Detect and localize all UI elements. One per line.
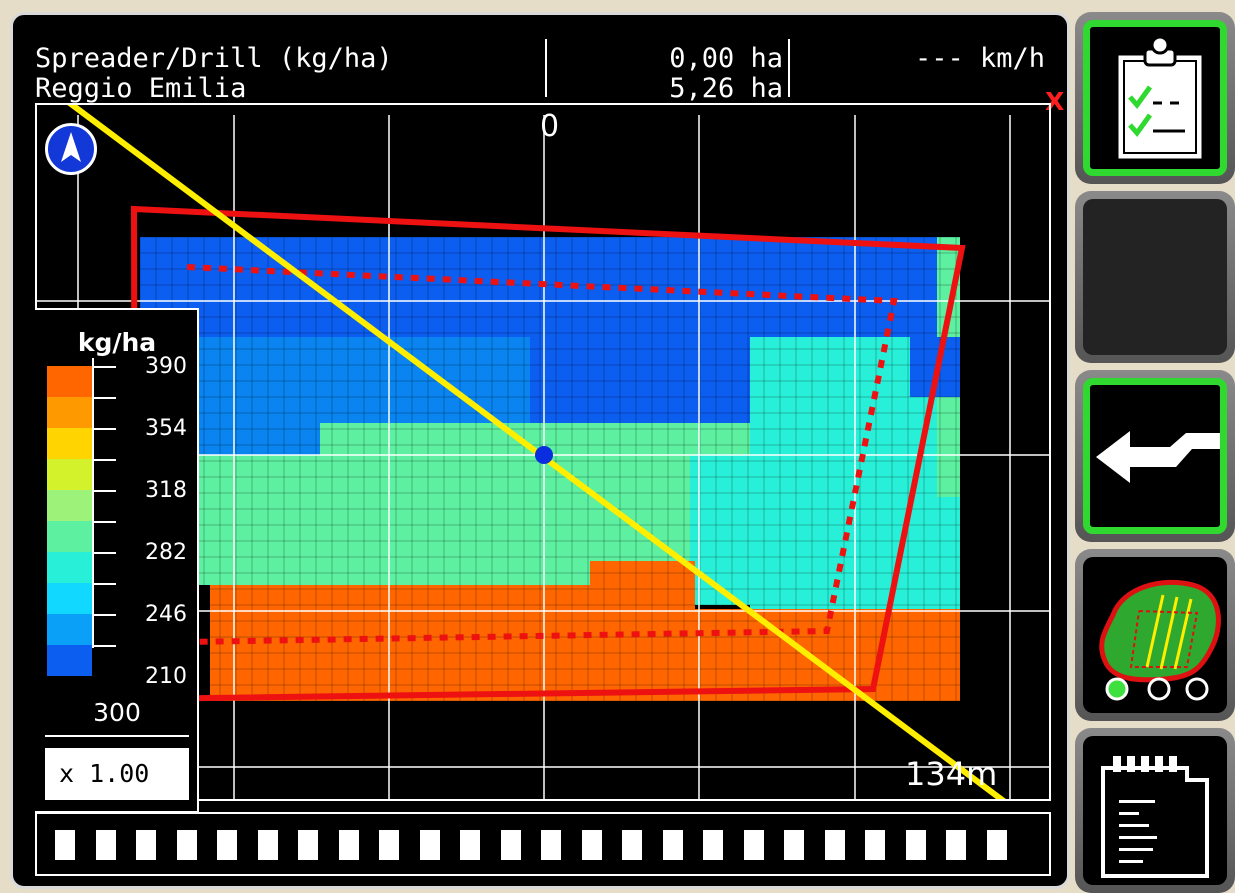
legend-tick: [92, 397, 116, 399]
section-indicator: [176, 830, 197, 860]
coverage-zone-low: [140, 237, 960, 337]
mode-title: Spreader/Drill (kg/ha): [35, 43, 393, 74]
legend-divider: [45, 735, 189, 737]
area-worked: 0,00 ha: [669, 43, 783, 74]
field-map-icon: [1099, 579, 1221, 701]
legend-swatch: [47, 614, 92, 645]
target-rate: 300: [93, 698, 141, 727]
section-indicator: [784, 830, 804, 860]
legend-value: 246: [145, 602, 187, 627]
legend-axis: [92, 358, 94, 648]
section-indicator: [946, 830, 966, 860]
data-card-button[interactable]: [1075, 728, 1235, 893]
legend-tick: [92, 459, 116, 461]
area-total: 5,26 ha: [669, 73, 783, 104]
section-indicator: [865, 830, 885, 860]
legend-tick: [92, 428, 116, 430]
legend-value: 210: [145, 664, 187, 689]
section-indicator: [55, 830, 75, 860]
legend-swatch: [47, 521, 92, 552]
section-indicator: [662, 830, 683, 860]
section-indicator: [217, 830, 237, 860]
section-indicator: [298, 830, 318, 860]
legend-tick: [92, 521, 116, 523]
main-display: Spreader/Drill (kg/ha) Reggio Emilia 0,0…: [10, 12, 1070, 889]
empty-button[interactable]: [1075, 191, 1235, 363]
section-indicator: [460, 830, 480, 860]
section-indicator: [541, 830, 561, 860]
job-checklist-button[interactable]: [1075, 12, 1235, 184]
legend-value: 354: [145, 416, 187, 441]
legend-tick: [92, 490, 116, 492]
header-divider: [788, 39, 790, 97]
legend-tick: [92, 614, 116, 616]
section-indicator: [622, 830, 642, 860]
legend-swatch: [47, 459, 92, 490]
section-indicator: [257, 830, 278, 860]
coverage-zone-mid: [690, 455, 750, 605]
legend-swatch: [47, 366, 92, 397]
legend-tick: [92, 552, 116, 554]
back-button[interactable]: [1075, 370, 1235, 542]
legend-swatch: [47, 583, 92, 614]
legend-swatch: [47, 428, 92, 459]
section-indicator: [986, 830, 1007, 860]
field-guidance-button[interactable]: [1075, 549, 1235, 721]
headland-boundary: [186, 264, 898, 645]
legend-value: 318: [145, 478, 187, 503]
memory-card-icon: [1101, 756, 1209, 878]
section-indicator: [338, 830, 359, 860]
coverage-zone-high: [210, 585, 590, 701]
section-indicator: [95, 830, 116, 860]
legend-value: 282: [145, 540, 187, 565]
rate-multiplier[interactable]: x 1.00: [45, 748, 189, 800]
scale-label: 134m: [905, 755, 998, 793]
return-arrow-icon: [1096, 431, 1220, 483]
speed-readout: --- km/h: [914, 43, 1045, 74]
section-indicator: [824, 830, 845, 860]
section-indicator: [379, 830, 399, 860]
legend-tick: [92, 366, 116, 368]
legend-value: 390: [145, 354, 187, 379]
legend-tick: [92, 583, 116, 585]
legend-swatch: [47, 397, 92, 428]
location-name: Reggio Emilia: [35, 73, 247, 104]
coverage-zone-low: [530, 337, 750, 437]
legend-swatch: [47, 552, 92, 583]
section-indicator: [703, 830, 723, 860]
section-indicator: [136, 830, 156, 860]
legend-swatch: [47, 490, 92, 521]
coverage-zone-target: [937, 237, 960, 337]
legend-unit: kg/ha: [77, 328, 157, 357]
clipboard-check-icon: [1118, 35, 1202, 159]
section-bar: [35, 812, 1051, 876]
tractor-position: [535, 446, 553, 464]
coverage-zone-target: [937, 397, 960, 497]
legend-swatch: [47, 645, 92, 676]
section-indicator: [419, 830, 440, 860]
header-divider: [545, 39, 547, 97]
coverage-zone-high: [590, 561, 695, 701]
north-compass-icon[interactable]: [45, 123, 97, 175]
coverage-zone-high: [695, 609, 960, 701]
center-label: 0: [540, 109, 560, 144]
section-indicator: [905, 830, 926, 860]
rate-legend: kg/ha 390 354 318 282 246 210 300 x 1.00: [35, 308, 199, 813]
section-indicator: [581, 830, 602, 860]
section-indicator: [743, 830, 764, 860]
section-indicator: [500, 830, 521, 860]
legend-tick: [92, 645, 116, 647]
